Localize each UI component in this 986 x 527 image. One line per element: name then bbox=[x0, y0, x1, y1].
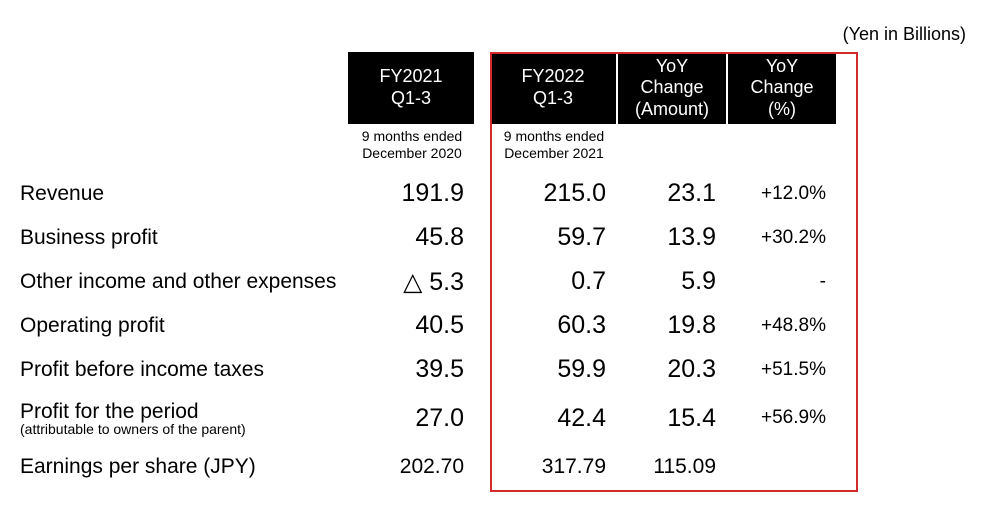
value-fy2022: 59.7 bbox=[490, 216, 618, 260]
header-yoy-amount: YoY Change (Amount) bbox=[618, 52, 728, 124]
value-fy2022: 42.4 bbox=[490, 392, 618, 445]
header-fy2021-line2: Q1-3 bbox=[391, 88, 431, 110]
subheader-gap bbox=[476, 124, 490, 172]
value-fy2022: 59.9 bbox=[490, 348, 618, 392]
header-yoy-amount-line2: Change bbox=[640, 77, 703, 99]
value-yoy-pct bbox=[728, 445, 838, 489]
canvas: (Yen in Billions) FY2021 Q1-3 FY2022 Q1-… bbox=[0, 0, 986, 527]
value-yoy-pct: +30.2% bbox=[728, 216, 838, 260]
header-yoy-pct: YoY Change (%) bbox=[728, 52, 838, 124]
value-yoy-amount: 13.9 bbox=[618, 216, 728, 260]
value-yoy-pct: +56.9% bbox=[728, 392, 838, 445]
metric-note: (attributable to owners of the parent) bbox=[20, 422, 246, 437]
value-fy2021: 27.0 bbox=[348, 392, 476, 445]
metric-label-text: Operating profit bbox=[20, 314, 165, 338]
header-fy2021: FY2021 Q1-3 bbox=[348, 52, 476, 124]
header-fy2021-line1: FY2021 bbox=[379, 66, 442, 88]
header-yoy-amount-line1: YoY bbox=[656, 56, 688, 78]
row-gap bbox=[476, 216, 490, 260]
row-gap bbox=[476, 260, 490, 304]
subheader-empty bbox=[18, 124, 348, 172]
value-yoy-pct: +48.8% bbox=[728, 304, 838, 348]
value-fy2022: 0.7 bbox=[490, 260, 618, 304]
metric-label-text: Other income and other expenses bbox=[20, 270, 336, 294]
unit-note: (Yen in Billions) bbox=[843, 24, 966, 45]
subheader-yoy-pct bbox=[728, 124, 838, 172]
metric-label: Profit for the period(attributable to ow… bbox=[18, 392, 348, 445]
subheader-fy2021: 9 months ended December 2020 bbox=[348, 124, 476, 172]
header-gap bbox=[476, 52, 490, 124]
value-fy2022: 215.0 bbox=[490, 172, 618, 216]
value-yoy-amount: 19.8 bbox=[618, 304, 728, 348]
value-yoy-amount: 20.3 bbox=[618, 348, 728, 392]
value-fy2022: 317.79 bbox=[490, 445, 618, 489]
value-yoy-pct: +12.0% bbox=[728, 172, 838, 216]
financial-table: FY2021 Q1-3 FY2022 Q1-3 YoY Change (Amou… bbox=[18, 52, 968, 489]
header-yoy-pct-line2: Change bbox=[750, 77, 813, 99]
header-yoy-pct-line3: (%) bbox=[768, 99, 796, 121]
row-gap bbox=[476, 348, 490, 392]
row-gap bbox=[476, 392, 490, 445]
metric-label: Business profit bbox=[18, 216, 348, 260]
metric-label: Operating profit bbox=[18, 304, 348, 348]
value-yoy-amount: 23.1 bbox=[618, 172, 728, 216]
value-fy2022: 60.3 bbox=[490, 304, 618, 348]
header-yoy-pct-line1: YoY bbox=[766, 56, 798, 78]
value-yoy-pct: +51.5% bbox=[728, 348, 838, 392]
metric-label-text: Revenue bbox=[20, 182, 104, 206]
row-gap bbox=[476, 172, 490, 216]
subheader-fy2021-line1: 9 months ended bbox=[352, 128, 472, 145]
metric-label-text: Earnings per share (JPY) bbox=[20, 455, 256, 479]
subheader-fy2022-line1: 9 months ended bbox=[494, 128, 614, 145]
header-fy2022-line2: Q1-3 bbox=[533, 88, 573, 110]
value-yoy-amount: 5.9 bbox=[618, 260, 728, 304]
header-empty bbox=[18, 52, 348, 124]
subheader-fy2021-line2: December 2020 bbox=[352, 145, 472, 162]
value-fy2021: 191.9 bbox=[348, 172, 476, 216]
metric-label-text: Business profit bbox=[20, 226, 158, 250]
header-yoy-amount-line3: (Amount) bbox=[635, 99, 709, 121]
row-gap bbox=[476, 304, 490, 348]
metric-label: Earnings per share (JPY) bbox=[18, 445, 348, 489]
subheader-fy2022-line2: December 2021 bbox=[494, 145, 614, 162]
subheader-yoy-amount bbox=[618, 124, 728, 172]
value-fy2021: 39.5 bbox=[348, 348, 476, 392]
header-fy2022: FY2022 Q1-3 bbox=[490, 52, 618, 124]
metric-label-text: Profit for the period bbox=[20, 400, 199, 424]
value-yoy-amount: 115.09 bbox=[618, 445, 728, 489]
row-gap bbox=[476, 445, 490, 489]
metric-label: Profit before income taxes bbox=[18, 348, 348, 392]
value-fy2021: 202.70 bbox=[348, 445, 476, 489]
value-fy2021: 40.5 bbox=[348, 304, 476, 348]
header-fy2022-line1: FY2022 bbox=[521, 66, 584, 88]
metric-label: Other income and other expenses bbox=[18, 260, 348, 304]
value-yoy-pct: - bbox=[728, 260, 838, 304]
metric-label-text: Profit before income taxes bbox=[20, 358, 264, 382]
value-fy2021: △ 5.3 bbox=[348, 260, 476, 304]
value-fy2021: 45.8 bbox=[348, 216, 476, 260]
metric-label: Revenue bbox=[18, 172, 348, 216]
subheader-fy2022: 9 months ended December 2021 bbox=[490, 124, 618, 172]
value-yoy-amount: 15.4 bbox=[618, 392, 728, 445]
